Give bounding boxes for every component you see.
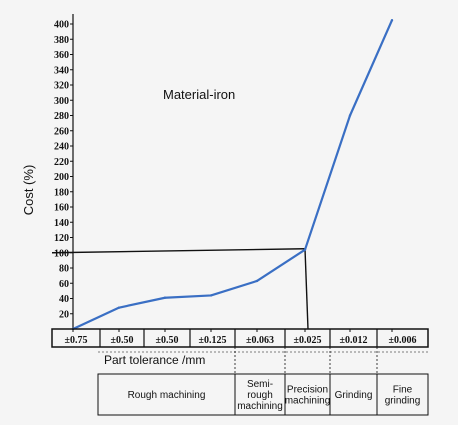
x-tick-label: ±0.006 [389, 335, 417, 346]
y-tick-label: 300 [54, 96, 69, 107]
process-label: Fine grinding [385, 385, 421, 407]
data-point [117, 306, 121, 309]
y-axis-label: Cost (%) [21, 165, 36, 216]
y-tick-label: 100 [54, 248, 69, 259]
y-tick-label: 60 [59, 279, 69, 290]
data-point [255, 279, 259, 283]
data-point [163, 296, 167, 299]
y-tick-label: 180 [54, 187, 69, 198]
x-axis-strip [51, 328, 429, 348]
y-tick-label: 120 [54, 233, 69, 244]
process-label: Precision machining [285, 385, 331, 407]
y-tick-label: 140 [54, 218, 69, 229]
data-point [303, 248, 307, 251]
y-tick-label: 400 [54, 20, 69, 31]
y-tick-label: 200 [54, 172, 69, 183]
y-tick-label: 260 [54, 126, 69, 137]
process-label: Rough machining [128, 390, 206, 401]
y-tick-label: 80 [59, 264, 69, 275]
y-tick-label: 340 [54, 65, 69, 76]
process-label: Grinding [335, 390, 373, 401]
data-point [209, 294, 213, 297]
data-point [390, 18, 394, 22]
process-table [97, 373, 429, 416]
y-tick-label: 360 [54, 50, 69, 61]
x-tick-label: ±0.063 [246, 335, 274, 346]
y-tick-label: 320 [54, 81, 69, 92]
y-tick-label: 160 [54, 203, 69, 214]
series-line [72, 19, 394, 330]
reference-vertical-line [304, 248, 309, 330]
x-axis-label: Part tolerance /mm [104, 353, 205, 367]
x-tick-label: ±0.012 [340, 335, 368, 346]
process-label: Semi-rough machining [237, 379, 283, 412]
x-tick-label: ±0.125 [199, 335, 227, 346]
data-point [348, 114, 352, 117]
y-tick-label: 20 [59, 309, 69, 320]
x-tick-label: ±0.75 [65, 335, 88, 346]
reference-horizontal-line [51, 248, 306, 254]
y-tick-label: 380 [54, 35, 69, 46]
y-tick-label: 40 [59, 294, 69, 305]
chart-annotation: Material-iron [163, 87, 235, 102]
x-tick-label: ±0.50 [156, 335, 179, 346]
x-tick-label: ±0.50 [111, 335, 134, 346]
y-tick-label: 220 [54, 157, 69, 168]
y-tick-label: 280 [54, 111, 69, 122]
y-tick-label: 240 [54, 142, 69, 153]
x-tick-label: ±0.025 [294, 335, 322, 346]
